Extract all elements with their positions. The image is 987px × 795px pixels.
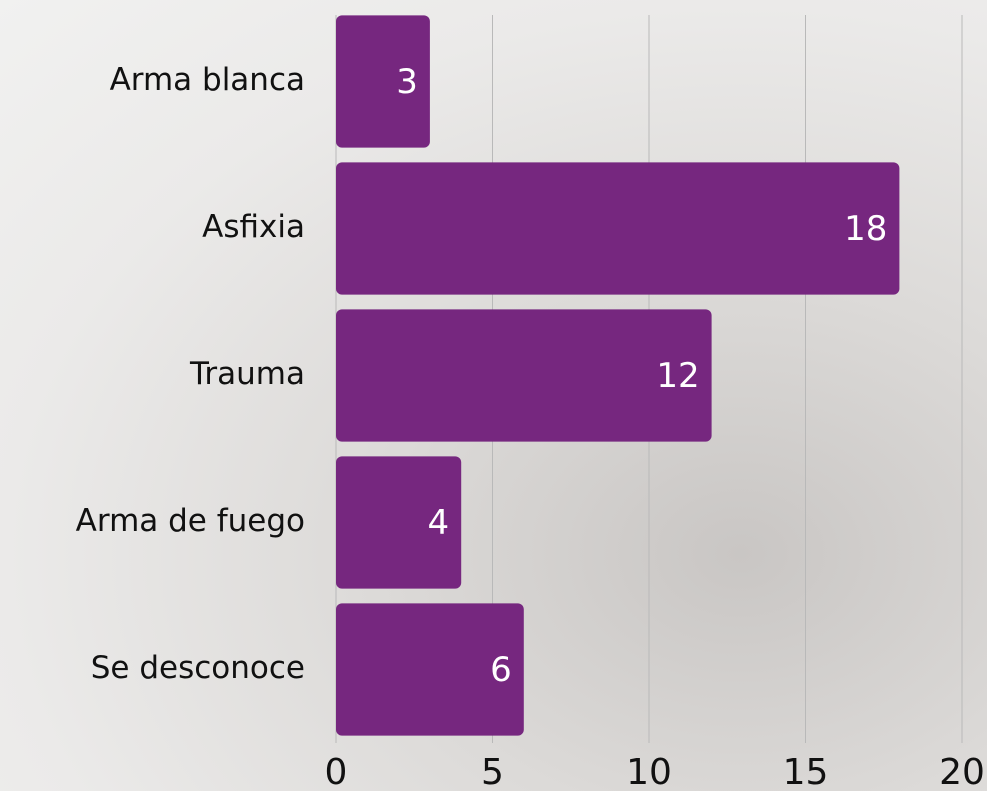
y-tick-label: Trauma [189,356,305,392]
bar [336,15,430,148]
bar [336,309,712,442]
bar [336,456,462,589]
x-tick-label: 0 [325,752,348,791]
value-label: 3 [396,62,418,102]
x-tick-label: 5 [481,752,504,791]
x-tick-label: 15 [783,752,829,791]
y-tick-label: Arma blanca [110,62,305,98]
x-tick-label: 10 [626,752,672,791]
value-label: 4 [428,503,450,543]
bar [336,603,524,736]
y-tick-label: Asfixia [202,209,305,245]
value-label: 6 [490,650,512,690]
value-label: 12 [656,356,699,396]
y-tick-label: Se desconoce [91,650,305,686]
value-label: 18 [844,209,887,249]
y-tick-label: Arma de fuego [76,503,305,539]
x-tick-label: 20 [939,752,985,791]
bar [336,162,900,295]
